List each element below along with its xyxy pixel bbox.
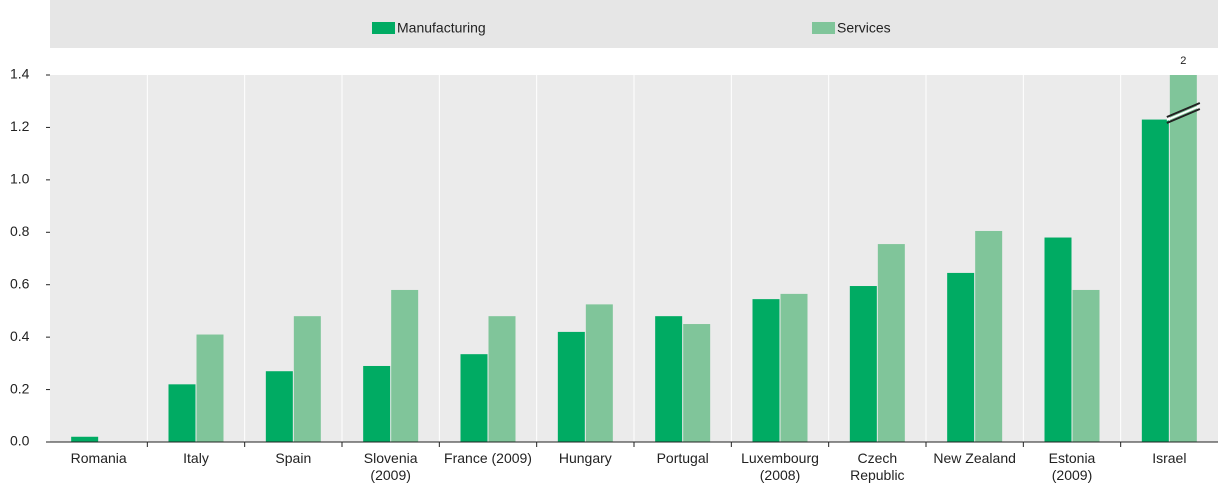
- bar: [947, 272, 975, 442]
- bar: [488, 316, 516, 442]
- y-tick-label: 1.0: [10, 171, 30, 187]
- axis-break-gap: [1166, 105, 1200, 121]
- bar: [391, 289, 419, 442]
- bar: [71, 436, 99, 442]
- bar: [1141, 119, 1169, 442]
- value-label: 2: [1180, 55, 1186, 67]
- x-tick-label: Hungary: [558, 450, 612, 466]
- y-tick-label: 0.8: [10, 223, 30, 239]
- y-tick-label: 0.2: [10, 380, 30, 396]
- bar: [363, 365, 391, 442]
- legend-band: [50, 0, 1218, 48]
- legend-swatch: [372, 22, 395, 34]
- bar: [196, 334, 224, 442]
- y-tick-label: 0.0: [10, 433, 30, 449]
- axis-break: [1166, 102, 1201, 118]
- bar: [849, 286, 877, 442]
- bar: [655, 316, 683, 442]
- y-tick-label: 0.6: [10, 275, 30, 291]
- x-tick-label: Estonia (2009): [1048, 450, 1096, 483]
- bar: [1044, 237, 1072, 442]
- x-tick-label: Slovenia (2009): [363, 450, 418, 483]
- bar: [265, 371, 293, 442]
- legend-label: Services: [837, 20, 891, 36]
- x-tick-label: Israel: [1152, 450, 1187, 466]
- bar: [975, 230, 1003, 442]
- x-tick-label: Luxembourg (2008): [741, 450, 819, 483]
- x-tick-label: Spain: [275, 450, 312, 466]
- x-tick-label: Italy: [183, 450, 209, 466]
- bar: [585, 304, 613, 442]
- bar: [683, 324, 711, 442]
- legend-swatch: [812, 22, 835, 34]
- bars: [71, 75, 1197, 442]
- bar: [460, 354, 488, 442]
- bar: [752, 299, 780, 442]
- bar: [293, 316, 321, 442]
- axis-break: [1166, 108, 1201, 124]
- x-tick-label: Romania: [70, 450, 127, 466]
- bar: [557, 331, 585, 442]
- x-tick-label: Czech Republic: [850, 450, 905, 483]
- legend-label: Manufacturing: [397, 20, 486, 36]
- x-tick-label: France (2009): [444, 450, 532, 466]
- y-tick-label: 1.2: [10, 118, 30, 134]
- bar: [780, 293, 808, 442]
- bar: [1169, 75, 1197, 442]
- bar: [877, 244, 905, 442]
- bar: [168, 384, 196, 442]
- y-tick-label: 1.4: [10, 66, 30, 82]
- bar: [1072, 289, 1100, 442]
- y-tick-label: 0.4: [10, 328, 30, 344]
- x-tick-label: Portugal: [656, 450, 709, 466]
- x-tick-label: New Zealand: [933, 450, 1016, 466]
